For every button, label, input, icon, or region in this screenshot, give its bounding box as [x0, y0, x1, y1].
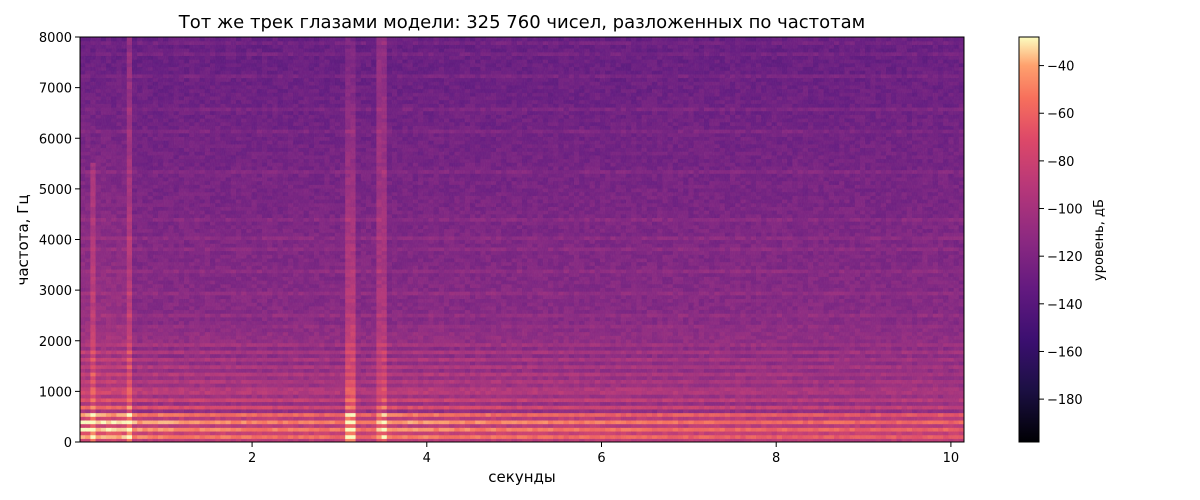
chart-title: Тот же трек глазами модели: 325 760 чисе…: [178, 12, 866, 33]
plot-area: [80, 37, 964, 442]
